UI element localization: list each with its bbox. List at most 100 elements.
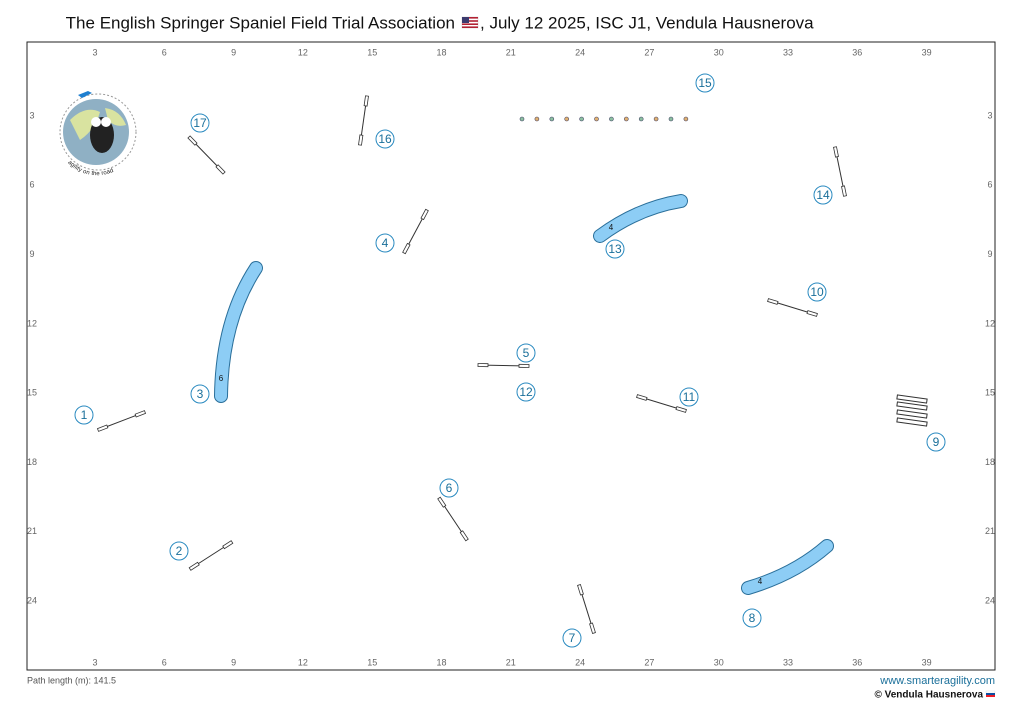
x-ruler-label: 18	[436, 47, 446, 57]
jump-wing	[518, 363, 530, 368]
jump	[96, 410, 147, 432]
tunnel: 6	[214, 261, 263, 403]
jump-wing	[215, 164, 226, 175]
x-ruler-label: 6	[162, 47, 167, 57]
tunnel-label: 4	[758, 577, 763, 586]
y-ruler-label: 21	[985, 526, 995, 536]
jump-wing	[459, 530, 469, 542]
number-circle	[695, 73, 715, 93]
copyright: © Vendula Hausnerova	[874, 690, 983, 701]
tunnel-body	[742, 540, 833, 594]
weave-pole	[519, 116, 525, 122]
x-ruler-label: 15	[367, 657, 377, 667]
x-ruler-label: 39	[922, 47, 932, 57]
y-ruler-label: 6	[987, 180, 992, 190]
jump-wing	[841, 185, 847, 197]
number-circle	[375, 233, 395, 253]
number-circle	[926, 432, 946, 452]
weave-pole	[683, 116, 689, 122]
x-ruler-label: 9	[231, 657, 236, 667]
jump-wing	[358, 134, 364, 146]
jump-wing	[675, 406, 687, 413]
course-number: 1	[81, 408, 88, 422]
course-number: 2	[176, 544, 183, 558]
tunnel: 4	[741, 539, 834, 595]
jump-wing	[437, 496, 447, 508]
y-ruler-label: 12	[985, 318, 995, 328]
x-ruler-label: 3	[92, 657, 97, 667]
y-ruler-label: 9	[987, 249, 992, 259]
jump-wing	[477, 363, 489, 368]
jump-wing	[402, 242, 411, 255]
x-ruler-label: 21	[506, 47, 516, 57]
website: www.smarteragility.com	[879, 675, 995, 687]
title: The English Springer Spaniel Field Trial…	[66, 13, 455, 32]
weave-pole	[564, 116, 570, 122]
x-ruler-label: 15	[367, 47, 377, 57]
tunnel-label: 6	[219, 374, 224, 383]
x-ruler-label: 6	[162, 657, 167, 667]
x-ruler-label: 24	[575, 47, 585, 57]
jump-wing	[187, 135, 198, 146]
jump	[577, 584, 596, 634]
x-ruler-label: 33	[783, 47, 793, 57]
y-ruler-label: 24	[27, 595, 37, 605]
jump	[636, 394, 687, 413]
tunnel: 4	[593, 194, 688, 243]
number-circle	[74, 405, 94, 425]
flag-us	[461, 16, 479, 29]
weave-pole	[638, 116, 644, 122]
y-ruler-label: 18	[985, 457, 995, 467]
y-ruler-label: 9	[29, 249, 34, 259]
course-number: 10	[810, 285, 824, 299]
course-number: 5	[523, 346, 530, 360]
number-circle	[605, 239, 625, 259]
jump-wing	[96, 424, 109, 432]
number-circle	[516, 382, 536, 402]
number-circle	[169, 541, 189, 561]
weave-pole	[653, 116, 659, 122]
number-circle	[516, 343, 536, 363]
jump-wing	[363, 95, 369, 107]
course-number: 11	[683, 390, 696, 404]
field	[26, 41, 996, 671]
jump-wing	[636, 394, 648, 401]
x-ruler-label: 30	[714, 657, 724, 667]
jump	[833, 146, 847, 197]
jump-wing	[767, 298, 779, 305]
course-number: 9	[933, 435, 940, 449]
y-ruler-label: 6	[29, 180, 34, 190]
course-number: 7	[569, 631, 576, 645]
x-ruler-label: 39	[922, 657, 932, 667]
logo: agility on the road	[59, 91, 137, 177]
course-number: 3	[197, 387, 204, 401]
y-ruler-label: 12	[27, 318, 37, 328]
y-ruler-label: 3	[29, 110, 34, 120]
weave-pole	[609, 116, 614, 122]
jump	[358, 95, 369, 146]
weave-pole	[623, 116, 629, 122]
x-ruler-label: 36	[852, 47, 862, 57]
jump-wing	[806, 310, 818, 317]
jump-wing	[833, 146, 839, 158]
x-ruler-label: 36	[852, 657, 862, 667]
course-number: 8	[749, 611, 756, 625]
x-ruler-label: 30	[714, 47, 724, 57]
x-ruler-label: 12	[298, 47, 308, 57]
tunnel-label: 4	[609, 223, 614, 232]
course-number: 17	[193, 116, 207, 130]
tunnel-body	[594, 195, 687, 242]
number-circle	[375, 129, 395, 149]
jump-wing	[420, 208, 429, 221]
course-number: 4	[382, 236, 389, 250]
course-number: 15	[698, 76, 712, 90]
course-number: 13	[608, 242, 622, 256]
jump	[437, 496, 469, 542]
jump-wing	[589, 622, 596, 634]
jump	[767, 298, 818, 317]
y-ruler-label: 3	[987, 110, 992, 120]
number-circle	[439, 478, 459, 498]
y-ruler-label: 15	[27, 388, 37, 398]
flag-sk	[985, 690, 996, 697]
weave-pole	[579, 116, 584, 122]
